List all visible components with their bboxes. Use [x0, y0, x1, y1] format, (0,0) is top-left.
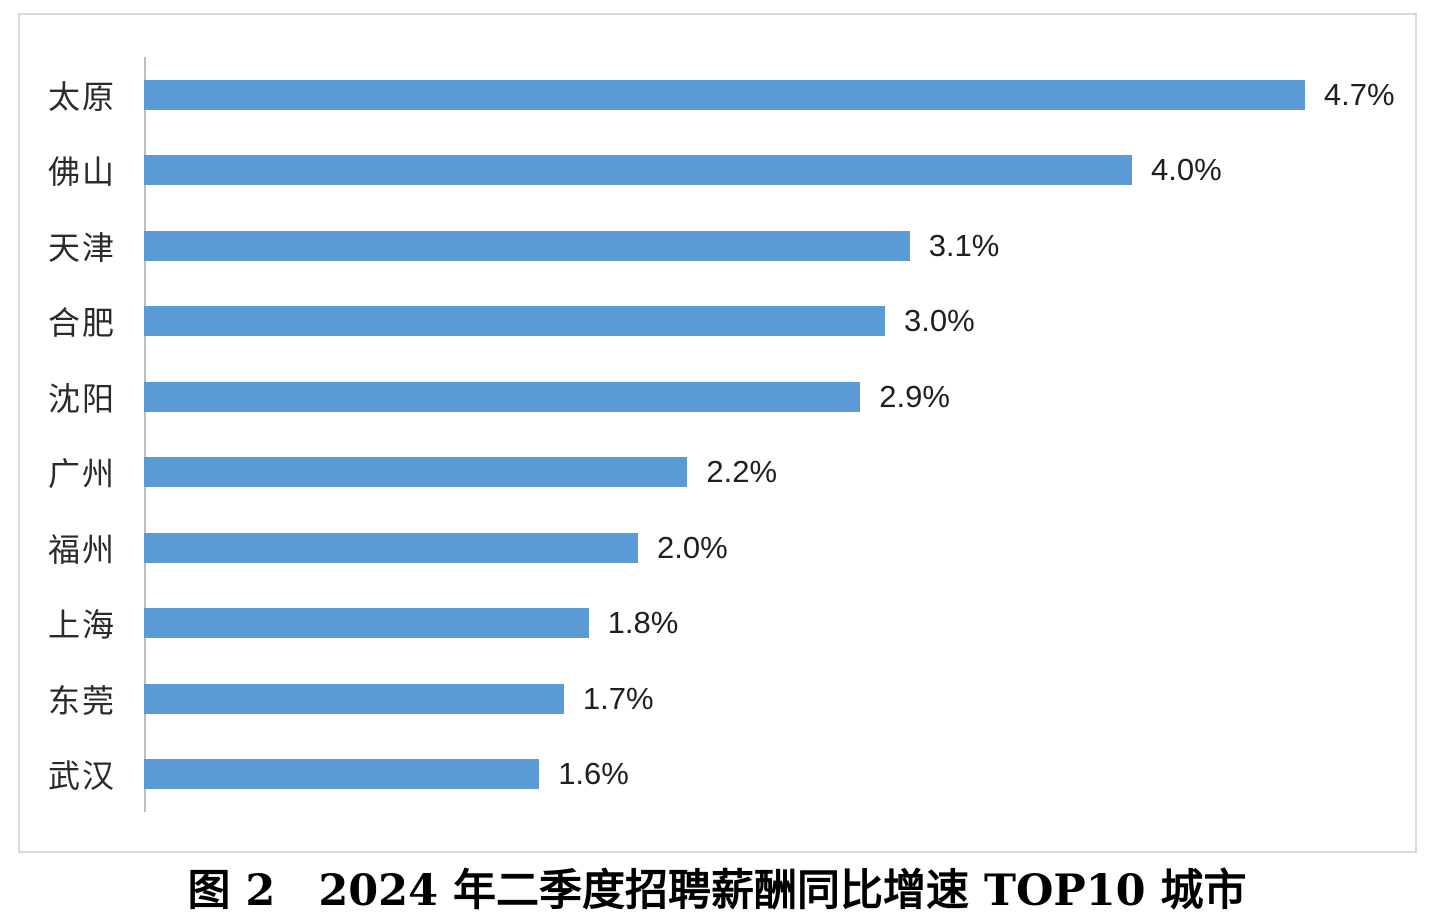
bar [144, 155, 1132, 186]
value-label: 3.1% [928, 227, 1000, 263]
bar-track: 3.1% [144, 208, 1415, 284]
bar [144, 532, 638, 563]
bar [144, 759, 540, 790]
value-label: 2.0% [657, 529, 728, 565]
city-label: 上海 [47, 606, 116, 645]
bar [144, 457, 688, 488]
value-label: 1.8% [607, 605, 679, 641]
bar [144, 306, 885, 337]
plot-area: 太原 4.7% 佛山 4.0% 天津 3.1% 合肥 3.0% 沈阳 2.9% 广州 2.2% 福州 2.… [20, 57, 1415, 812]
bar-track: 1.6% [144, 737, 1415, 813]
bar-track: 2.2% [144, 435, 1415, 511]
bar-track: 2.0% [144, 510, 1415, 586]
bar-row: 沈阳 2.9% [20, 359, 1415, 435]
bar-row: 广州 2.2% [20, 435, 1415, 511]
y-axis-line [144, 57, 146, 812]
bar-chart: 太原 4.7% 佛山 4.0% 天津 3.1% 合肥 3.0% 沈阳 2.9% 广州 2.2% 福州 2.… [18, 13, 1417, 853]
city-label: 东莞 [47, 681, 116, 720]
value-label: 4.0% [1151, 152, 1222, 188]
city-label: 福州 [47, 530, 116, 569]
bar-track: 3.0% [144, 284, 1415, 360]
value-label: 1.6% [558, 756, 629, 792]
city-label: 武汉 [47, 757, 116, 796]
bar-track: 4.7% [144, 57, 1415, 133]
value-label: 2.9% [879, 378, 950, 414]
bar [144, 381, 861, 412]
bar-track: 1.7% [144, 661, 1415, 737]
value-label: 4.7% [1323, 76, 1395, 112]
city-label: 合肥 [47, 304, 116, 343]
bar-track: 2.9% [144, 359, 1415, 435]
bar-track: 1.8% [144, 586, 1415, 662]
bar-row: 东莞 1.7% [20, 661, 1415, 737]
bar [144, 608, 589, 639]
bar-row: 福州 2.0% [20, 510, 1415, 586]
city-label: 天津 [47, 228, 116, 267]
bar [144, 230, 910, 261]
city-label: 太原 [47, 77, 116, 116]
city-label: 沈阳 [47, 379, 116, 418]
bar-row: 太原 4.7% [20, 57, 1415, 133]
city-label: 佛山 [47, 153, 116, 192]
value-label: 2.2% [706, 454, 778, 490]
bar-row: 合肥 3.0% [20, 284, 1415, 360]
bar-row: 佛山 4.0% [20, 133, 1415, 209]
value-label: 1.7% [582, 680, 654, 716]
figure-caption: 图 2 2024 年二季度招聘薪酬同比增速 TOP10 城市 [187, 866, 1247, 916]
bar [144, 683, 564, 714]
bar-row: 天津 3.1% [20, 208, 1415, 284]
bar-row: 武汉 1.6% [20, 737, 1415, 813]
bar-row: 上海 1.8% [20, 586, 1415, 662]
bar [144, 79, 1305, 110]
bar-track: 4.0% [144, 133, 1415, 209]
city-label: 广州 [47, 455, 116, 494]
value-label: 3.0% [904, 303, 975, 339]
